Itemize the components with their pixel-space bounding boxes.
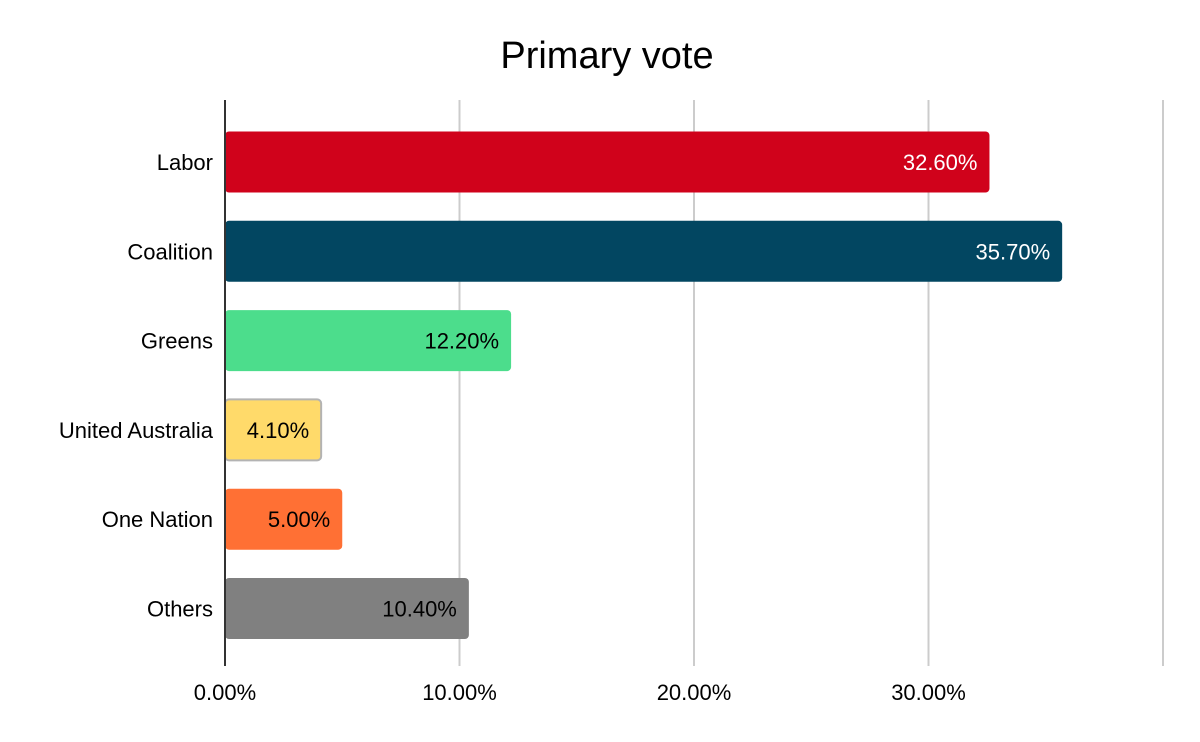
bar-labor bbox=[225, 131, 990, 193]
bar-greens bbox=[225, 310, 512, 372]
data-label: 4.10% bbox=[247, 418, 309, 443]
data-label: 5.00% bbox=[268, 507, 330, 532]
x-tick-label: 20.00% bbox=[657, 680, 732, 705]
category-label: Others bbox=[147, 597, 213, 622]
x-tick-label: 0.00% bbox=[194, 680, 256, 705]
data-label: 32.60% bbox=[903, 150, 978, 175]
category-label: Coalition bbox=[127, 239, 213, 264]
gridlines bbox=[458, 100, 1164, 666]
axes: 0.00% 10.00% 20.00% 30.00% Labor Coalition Gre… bbox=[59, 100, 966, 705]
chart-title: Primary vote bbox=[500, 35, 713, 77]
category-label: Greens bbox=[141, 329, 213, 354]
x-tick-label: 30.00% bbox=[891, 680, 966, 705]
data-label: 12.20% bbox=[424, 329, 499, 354]
bar-one-nation bbox=[225, 488, 343, 550]
x-tick-label: 10.00% bbox=[422, 680, 497, 705]
bars: 32.60% 35.70% 12.20% 4.10% 5.00% 10.40% bbox=[224, 131, 1063, 639]
category-label: United Australia bbox=[59, 418, 214, 443]
data-label: 35.70% bbox=[976, 239, 1051, 264]
bar-others bbox=[225, 578, 469, 639]
category-label: One Nation bbox=[102, 507, 213, 532]
category-label: Labor bbox=[157, 150, 213, 175]
bar-coalition bbox=[225, 220, 1063, 282]
data-label: 10.40% bbox=[382, 597, 457, 622]
